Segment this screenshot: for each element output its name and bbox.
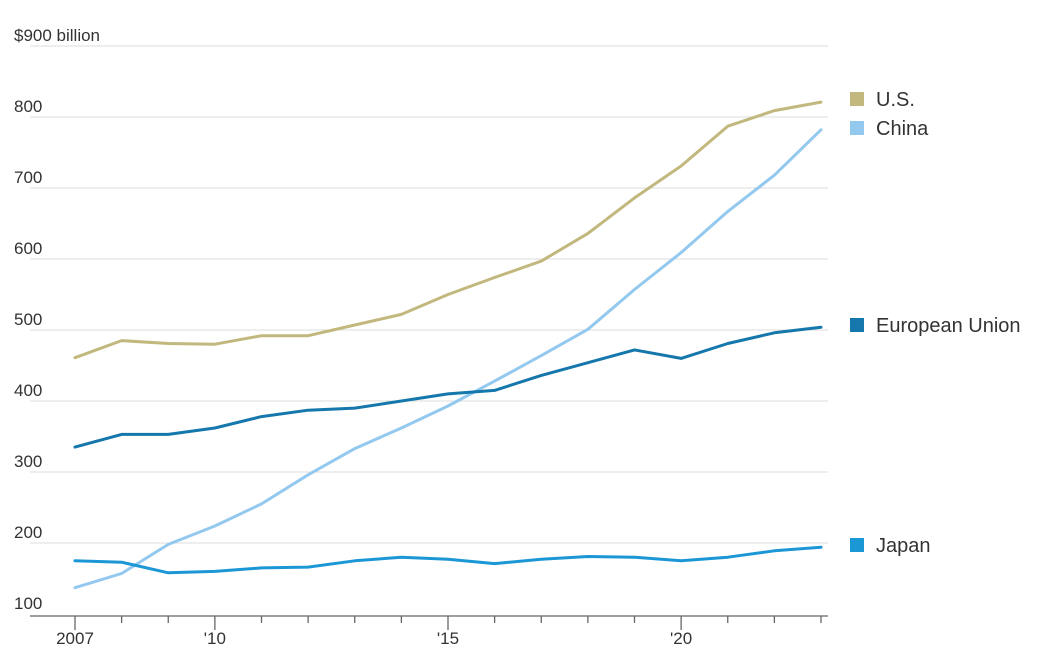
- series-line-japan: [73, 545, 823, 575]
- x-axis: 2007 '10 '15 '20: [30, 615, 828, 648]
- y-tick-label-700: 700: [14, 168, 42, 187]
- x-tick-label-2020: '20: [670, 629, 692, 648]
- legend-swatch-u-s: [850, 92, 864, 106]
- x-tick-label-2015: '15: [437, 629, 459, 648]
- series-line-u-s: [73, 100, 823, 360]
- legend-label-european-union: European Union: [876, 315, 1021, 337]
- y-tick-label-100: 100: [14, 594, 42, 613]
- legend-swatch-china: [850, 121, 864, 135]
- y-axis-tick-labels: $900 billion 800 700 600 500 400 300 200 100: [14, 26, 100, 613]
- series-lines: [73, 100, 823, 590]
- legend-label-u-s: U.S.: [876, 89, 915, 111]
- legend-swatch-japan: [850, 538, 864, 552]
- x-tick-label-2007: 2007: [56, 629, 94, 648]
- legend-label-china: China: [876, 118, 929, 140]
- legend: U.S. China European Union Japan: [850, 89, 1021, 557]
- y-tick-label-200: 200: [14, 523, 42, 542]
- legend-label-japan: Japan: [876, 535, 931, 557]
- y-tick-label-600: 600: [14, 239, 42, 258]
- series-line-china: [73, 128, 823, 590]
- x-tick-label-2010: '10: [204, 629, 226, 648]
- y-tick-label-300: 300: [14, 452, 42, 471]
- gridlines: [30, 45, 828, 544]
- series-line-european-union: [73, 325, 823, 449]
- y-tick-label-400: 400: [14, 381, 42, 400]
- legend-swatch-european-union: [850, 318, 864, 332]
- y-tick-label-800: 800: [14, 97, 42, 116]
- y-tick-label-500: 500: [14, 310, 42, 329]
- y-tick-label-900: $900 billion: [14, 26, 100, 45]
